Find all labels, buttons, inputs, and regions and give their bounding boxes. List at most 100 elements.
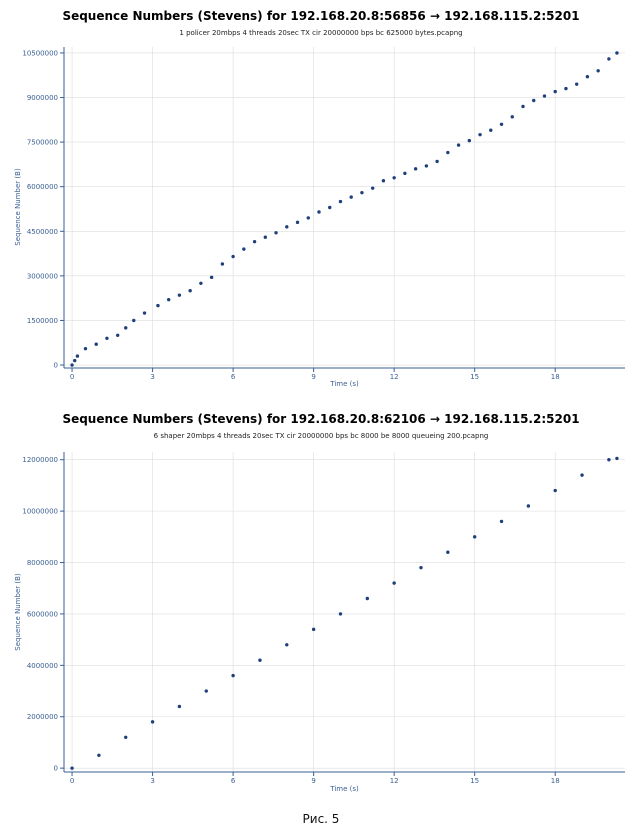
data-point [156, 303, 160, 308]
y-tick-label: 9000000 [27, 94, 58, 102]
chart-2: Sequence Numbers (Stevens) for 192.168.2… [0, 400, 642, 793]
y-tick-label: 6000000 [27, 610, 58, 618]
data-point [467, 138, 472, 143]
data-point [83, 346, 88, 351]
data-point [499, 122, 504, 126]
data-point [607, 57, 611, 61]
data-point [615, 456, 619, 461]
y-tick-label: 1500000 [27, 317, 58, 325]
chart-title: Sequence Numbers (Stevens) for 192.168.2… [62, 9, 580, 23]
data-point [499, 519, 504, 524]
chart-plot-area: 0 3 6 9 12 15 18 0 2000000 4000000 6000000 8000000 1… [14, 452, 625, 793]
data-point [115, 333, 120, 338]
data-point [188, 289, 192, 293]
y-tick-label: 10500000 [22, 49, 58, 57]
y-tick-label: 4500000 [27, 228, 58, 236]
data-point [542, 94, 547, 98]
data-point [177, 293, 182, 297]
data-point [317, 210, 321, 214]
data-point [472, 535, 477, 539]
data-point [242, 247, 246, 251]
chart-1: Sequence Numbers (Stevens) for 192.168.2… [0, 0, 642, 395]
data-point [526, 504, 531, 508]
y-tick-label: 0 [54, 362, 58, 370]
data-point [553, 89, 557, 94]
x-tick-label: 0 [70, 373, 74, 381]
x-tick-label: 3 [150, 373, 154, 381]
data-point [285, 225, 289, 229]
data-point [150, 720, 155, 724]
data-point [574, 82, 579, 86]
data-point [231, 254, 235, 259]
y-tick-label: 2000000 [27, 713, 58, 721]
data-point [349, 195, 353, 199]
data-point [338, 199, 343, 204]
y-tick-label: 8000000 [27, 559, 58, 567]
chart-subtitle: 6 shaper 20mbps 4 threads 20sec TX cir 2… [153, 432, 489, 440]
data-point [478, 132, 482, 137]
data-point [564, 86, 568, 91]
data-point [285, 643, 289, 647]
data-point [580, 473, 584, 477]
data-point [424, 164, 429, 168]
data-point [132, 318, 136, 323]
data-point [124, 735, 128, 740]
x-tick-label: 6 [231, 373, 236, 381]
y-tick-label: 10000000 [22, 508, 58, 516]
data-point [73, 358, 77, 363]
data-point [615, 51, 619, 55]
y-tick-label: 7500000 [27, 139, 58, 147]
data-point [446, 550, 450, 554]
data-point [328, 205, 332, 210]
data-point [419, 565, 423, 570]
x-tick-label: 9 [311, 373, 315, 381]
data-point [607, 458, 611, 462]
figure-caption: Рис. 5 [302, 812, 340, 826]
data-point [510, 115, 514, 119]
data-point [231, 673, 235, 678]
data-point [532, 98, 536, 103]
data-point [446, 150, 450, 155]
chart-plot-area: 0 3 6 9 12 15 18 0 1500000 3000000 4500000 6000000 7… [14, 47, 625, 388]
data-point [360, 190, 364, 195]
data-point [258, 658, 262, 662]
x-tick-label: 9 [311, 777, 315, 785]
data-point [489, 128, 493, 132]
data-point [381, 179, 386, 183]
y-axis-label: Sequence Number (B) [14, 573, 22, 651]
chart-subtitle: 1 policer 20mbps 4 threads 20sec TX cir … [179, 29, 463, 37]
data-point [252, 239, 257, 244]
x-tick-label: 18 [551, 777, 560, 785]
y-tick-label: 3000000 [27, 272, 58, 280]
data-point [365, 596, 370, 601]
data-point [392, 581, 396, 585]
data-point [220, 262, 225, 266]
data-point [338, 612, 343, 616]
data-point [295, 220, 300, 225]
y-tick-label: 4000000 [27, 662, 58, 670]
data-point [311, 627, 316, 632]
data-point [403, 171, 407, 176]
x-tick-label: 6 [231, 777, 236, 785]
data-point [553, 488, 557, 493]
y-tick-label: 12000000 [22, 456, 58, 464]
x-tick-label: 15 [470, 373, 479, 381]
data-point [75, 354, 80, 358]
data-point [166, 297, 171, 302]
x-tick-label: 0 [70, 777, 74, 785]
data-point [142, 311, 147, 315]
data-point [97, 753, 101, 757]
data-point [392, 176, 396, 180]
data-point [456, 143, 461, 147]
x-axis-label: Time (s) [329, 785, 359, 793]
data-point [521, 104, 525, 109]
data-point [204, 689, 208, 693]
x-tick-label: 3 [150, 777, 154, 785]
y-tick-label: 0 [54, 765, 58, 773]
data-point [177, 704, 182, 709]
data-point [70, 766, 74, 770]
data-point [585, 75, 590, 79]
x-tick-label: 15 [470, 777, 479, 785]
data-point [70, 363, 74, 367]
data-point [124, 326, 128, 330]
